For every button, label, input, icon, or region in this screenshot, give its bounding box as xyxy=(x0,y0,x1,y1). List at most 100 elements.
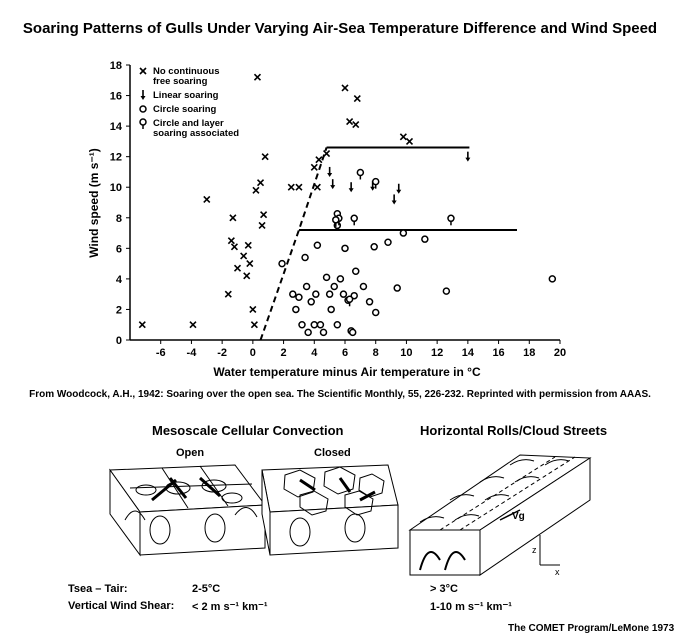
data-point-circle xyxy=(341,244,349,253)
data-point-arrow xyxy=(327,166,333,177)
vg-label: Vg xyxy=(512,511,525,522)
data-point-x xyxy=(250,321,258,329)
data-point-x xyxy=(323,150,331,158)
data-point-x xyxy=(224,290,232,298)
x-tick-label: 0 xyxy=(250,347,256,359)
x-tick-label: 20 xyxy=(554,347,566,359)
y-tick-label: 10 xyxy=(110,182,122,194)
x-tick-label: -2 xyxy=(217,347,227,359)
data-point-circle xyxy=(319,328,328,337)
data-point-circle xyxy=(327,305,335,314)
data-point-x xyxy=(253,73,262,81)
x-axis-label: Water temperature minus Air temperature … xyxy=(213,365,481,379)
data-point-x xyxy=(240,252,248,260)
data-point-x xyxy=(244,241,252,249)
data-point-x xyxy=(229,214,237,222)
data-point-circle-tail xyxy=(332,216,340,227)
x-tick-label: 10 xyxy=(400,347,412,359)
data-point-circle xyxy=(304,328,312,337)
closed-cells-label: Closed xyxy=(314,447,351,459)
data-point-x xyxy=(399,133,407,141)
legend-marker-circle xyxy=(139,105,147,113)
closed-cells-diagram xyxy=(261,464,399,556)
section-title-mcc: Mesoscale Cellular Convection xyxy=(152,423,344,438)
temp-diff-label: Tsea – Tair: xyxy=(68,583,128,595)
x-tick-label: 12 xyxy=(431,347,443,359)
data-point-x xyxy=(258,221,266,229)
data-point-circle-tail xyxy=(345,295,354,307)
x-tick-label: 4 xyxy=(311,347,318,359)
data-point-arrow xyxy=(396,183,402,194)
y-tick-label: 8 xyxy=(116,213,122,225)
data-point-circle xyxy=(312,290,320,298)
data-point-x xyxy=(405,137,414,145)
legend-label: free soaring xyxy=(153,76,208,87)
scatter-chart: -6 -4 -2 0 2 4 6 8 10 12 14 16 18 20 0 2 4 6 8 10 12 14 16 18 N… xyxy=(87,60,566,379)
data-point-x xyxy=(252,186,260,194)
data-point-circle xyxy=(301,253,309,262)
y-tick-label: 0 xyxy=(116,335,122,347)
chart-axes: -6 -4 -2 0 2 4 6 8 10 12 14 16 18 20 0 2 4 6 8 10 12 14 16 18 xyxy=(110,60,566,359)
data-point-x xyxy=(315,156,323,164)
y-tick-label: 12 xyxy=(110,152,122,164)
y-axis-label: Wind speed (m s⁻¹) xyxy=(87,148,101,258)
x-tick-label: 6 xyxy=(342,347,348,359)
data-point-x xyxy=(295,183,303,191)
data-point-x xyxy=(189,321,197,329)
data-point-circle xyxy=(421,235,429,243)
data-point-circle xyxy=(399,229,408,237)
y-tick-label: 6 xyxy=(116,243,122,255)
data-point-circle xyxy=(393,284,401,292)
data-point-x xyxy=(230,243,238,251)
shear-value-rolls: 1-10 m s⁻¹ km⁻¹ xyxy=(430,601,512,613)
data-point-circle xyxy=(302,282,311,291)
data-point-circle xyxy=(336,275,345,283)
regime-boundary-dashed xyxy=(259,147,328,341)
open-cells-label: Open xyxy=(176,447,205,459)
data-point-x xyxy=(203,195,211,204)
data-point-arrow xyxy=(391,194,397,205)
y-tick-label: 2 xyxy=(116,304,122,316)
data-point-arrow xyxy=(465,151,471,162)
data-point-circle xyxy=(330,282,338,291)
data-point-circle xyxy=(322,273,331,282)
data-point-circle-tail xyxy=(350,214,358,226)
data-point-x xyxy=(353,95,361,103)
data-point-circle xyxy=(365,298,374,306)
data-point-circle xyxy=(325,290,334,298)
x-tick-label: -6 xyxy=(156,347,166,359)
data-point-circle xyxy=(289,290,297,298)
data-point-x xyxy=(287,183,295,191)
data-point-circle xyxy=(548,275,557,283)
data-point-circle xyxy=(359,282,368,291)
y-tick-label: 18 xyxy=(110,60,122,72)
data-point-x xyxy=(261,153,269,161)
x-tick-label: 8 xyxy=(373,347,379,359)
data-point-x xyxy=(256,179,265,187)
data-point-arrow xyxy=(348,182,354,193)
legend-label: soaring associated xyxy=(153,128,239,139)
legend-label: Circle and layer xyxy=(153,118,224,129)
temp-diff-value-rolls: > 3°C xyxy=(430,583,458,595)
y-tick-label: 16 xyxy=(110,91,122,103)
regime-lines xyxy=(259,146,517,341)
data-point-x xyxy=(313,183,321,191)
data-point-circle xyxy=(278,259,286,268)
chart-title: Soaring Patterns of Gulls Under Varying … xyxy=(22,20,658,37)
data-point-circle xyxy=(339,290,348,298)
section-title-rolls: Horizontal Rolls/Cloud Streets xyxy=(420,423,608,438)
data-point-circle xyxy=(348,328,357,337)
z-axis-label: z xyxy=(532,545,537,555)
data-point-circle xyxy=(292,305,300,314)
x-tick-label: 18 xyxy=(523,347,535,359)
x-tick-label: -4 xyxy=(187,347,198,359)
data-point-arrow xyxy=(330,179,336,190)
data-point-circle xyxy=(295,293,303,301)
data-point-x xyxy=(310,163,318,171)
legend-marker-circle-tail xyxy=(139,118,147,129)
data-point-x xyxy=(246,260,254,268)
shear-label: Vertical Wind Shear: xyxy=(68,600,175,612)
data-point-circle xyxy=(313,241,322,250)
data-marks xyxy=(138,73,557,337)
